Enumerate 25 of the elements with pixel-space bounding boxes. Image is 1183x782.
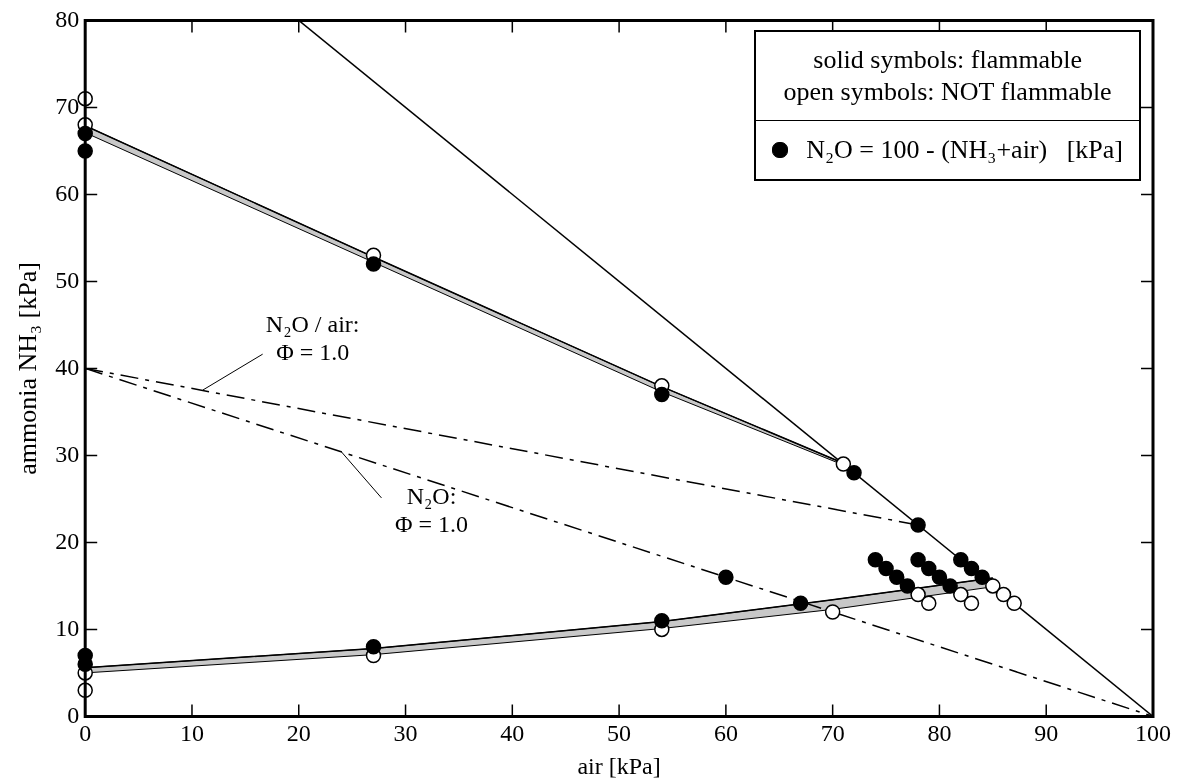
legend-label: N₂O = 100 - (NH₃+air) [kPa] [806,135,1123,165]
x-axis-title: air [kPa] [577,752,661,779]
x-tick-label: 100 [1135,720,1171,747]
x-tick-label: 40 [500,720,525,747]
legend-title: solid symbols: flammable open symbols: NOT flammable [782,44,1113,108]
y-tick-label: 70 [55,92,80,119]
y-tick-label: 60 [55,179,80,206]
y-tick-label: 30 [55,440,80,467]
x-tick-label: 60 [713,720,738,747]
y-tick-label: 0 [67,701,80,728]
x-tick-label: 50 [607,720,632,747]
x-tick-label: 80 [927,720,952,747]
annotation: N₂O / air: Φ = 1.0 [265,311,360,366]
x-tick-label: 70 [820,720,845,747]
x-tick-label: 20 [286,720,311,747]
y-tick-label: 10 [55,614,80,641]
x-tick-label: 10 [179,720,204,747]
y-tick-label: 40 [55,353,80,380]
x-tick-label: 90 [1034,720,1059,747]
y-tick-label: 20 [55,527,80,554]
annotation: N₂O: Φ = 1.0 [394,483,469,538]
x-tick-label: 30 [393,720,418,747]
y-tick-label: 80 [55,5,80,32]
y-axis-title: ammonia NH₃ [kPa] [13,262,43,475]
y-tick-label: 50 [55,266,80,293]
